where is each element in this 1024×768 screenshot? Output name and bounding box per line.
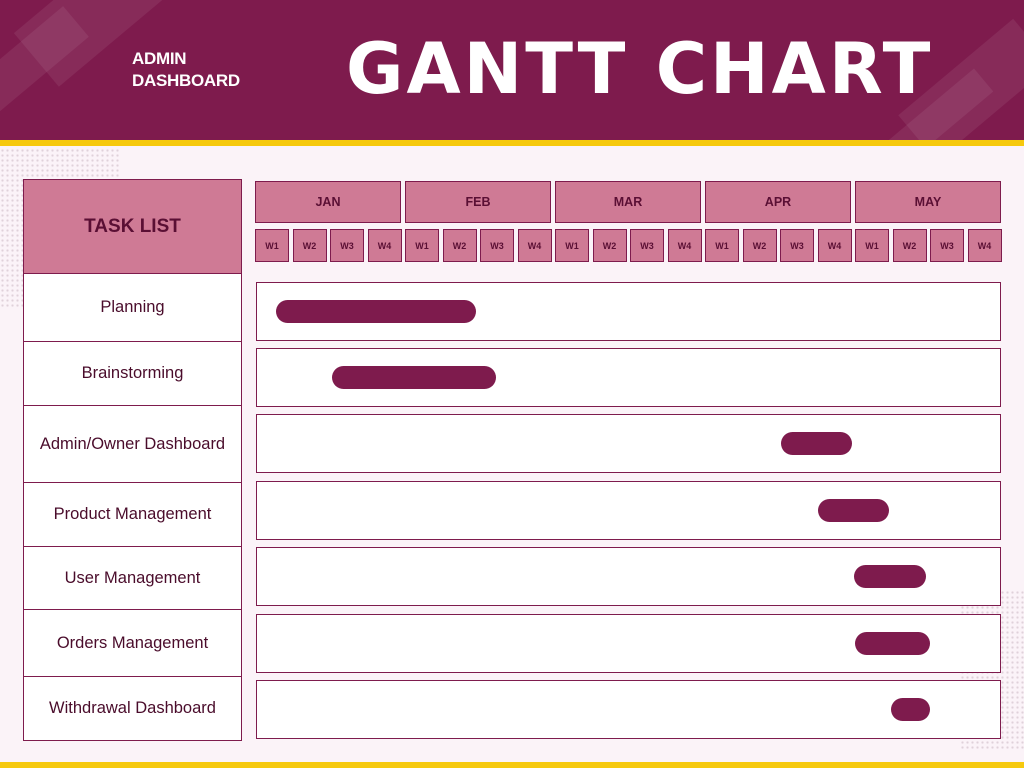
gantt-row <box>256 614 1001 673</box>
task-label: Admin/Owner Dashboard <box>23 406 242 483</box>
gantt-bar <box>331 366 497 389</box>
task-label: Planning <box>23 274 242 342</box>
gantt-row <box>256 282 1001 341</box>
gantt-bar <box>275 300 476 323</box>
task-label: Orders Management <box>23 610 242 677</box>
gantt-row <box>256 547 1001 606</box>
week-header-apr-w1: W1 <box>705 229 739 262</box>
week-header-jan-w4: W4 <box>367 229 402 262</box>
gantt-bar <box>818 499 890 522</box>
week-header-may-w2: W2 <box>892 229 927 262</box>
week-header-may-w1: W1 <box>855 229 889 262</box>
week-header-mar-w4: W4 <box>667 229 702 262</box>
week-header-feb-w4: W4 <box>517 229 552 262</box>
week-header-feb-w2: W2 <box>442 229 477 262</box>
month-header-jan: JAN <box>255 181 401 223</box>
week-header-apr-w4: W4 <box>817 229 852 262</box>
week-header-mar-w1: W1 <box>555 229 589 262</box>
gantt-row <box>256 348 1001 407</box>
week-header-may-w3: W3 <box>930 229 964 262</box>
month-header-feb: FEB <box>405 181 551 223</box>
task-label: Brainstorming <box>23 342 242 406</box>
week-header-jan-w2: W2 <box>292 229 327 262</box>
week-header-jan-w3: W3 <box>330 229 364 262</box>
header-accent-stripe <box>0 140 1024 146</box>
gantt-bar <box>780 432 852 455</box>
week-header-feb-w3: W3 <box>480 229 514 262</box>
task-list: TASK LIST Planning Brainstorming Admin/Own… <box>23 179 242 741</box>
week-header-feb-w1: W1 <box>405 229 439 262</box>
dashboard-subtitle: ADMIN DASHBOARD <box>132 49 240 90</box>
month-header-apr: APR <box>705 181 851 223</box>
gantt-bar <box>853 565 927 588</box>
footer-accent-stripe <box>0 762 1024 768</box>
month-header-mar: MAR <box>555 181 701 223</box>
gantt-bar <box>890 698 931 721</box>
gantt-row <box>256 680 1001 739</box>
task-list-header: TASK LIST <box>23 179 242 274</box>
task-label: User Management <box>23 547 242 610</box>
month-header-may: MAY <box>855 181 1001 223</box>
task-label: Product Management <box>23 483 242 547</box>
week-header-apr-w3: W3 <box>780 229 814 262</box>
week-header-mar-w2: W2 <box>592 229 627 262</box>
week-header-apr-w2: W2 <box>742 229 777 262</box>
week-header-mar-w3: W3 <box>630 229 664 262</box>
week-header-may-w4: W4 <box>967 229 1002 262</box>
gantt-row <box>256 481 1001 540</box>
header-banner: ADMIN DASHBOARD GANTT CHART <box>0 0 1024 140</box>
gantt-row <box>256 414 1001 473</box>
gantt-bar <box>855 632 931 655</box>
task-label: Withdrawal Dashboard <box>23 677 242 741</box>
page-title: GANTT CHART <box>346 28 934 110</box>
week-header-jan-w1: W1 <box>255 229 289 262</box>
